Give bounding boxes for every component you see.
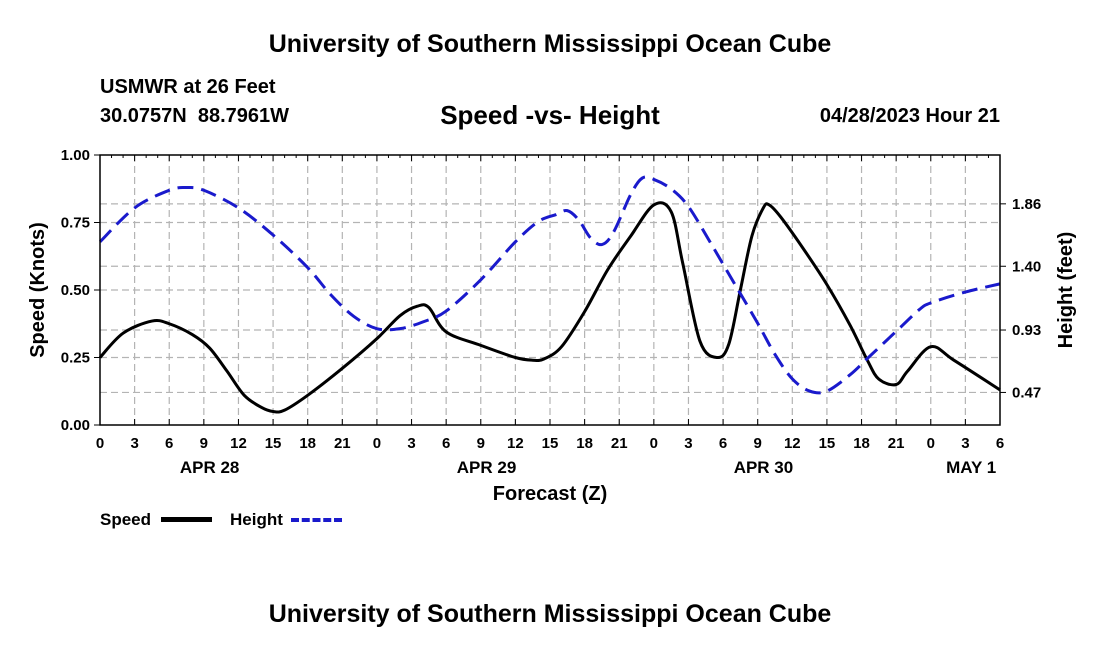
- x-tick-label: 6: [442, 435, 450, 452]
- x-tick-label: 21: [611, 435, 628, 452]
- axis-ticks: 0 3 6 9 12 15 18 21 0 3 6 9 12 15 18 21 0 3 6 9 12 15 18 21 0 3 6 0…: [61, 147, 1041, 477]
- x-tick-label: 0: [927, 435, 935, 452]
- x-tick-label: 0: [373, 435, 381, 452]
- x-tick-label: 3: [684, 435, 692, 452]
- x-tick-label: 6: [996, 435, 1004, 452]
- x-tick-label: 9: [477, 435, 485, 452]
- grid-lines: [100, 155, 1000, 425]
- y-axis-title: Speed (Knots): [27, 222, 49, 358]
- x-day-label: MAY 1: [946, 458, 996, 477]
- y-tick-label: 1.00: [61, 147, 90, 164]
- chart-main-title: University of Southern Mississippi Ocean…: [268, 30, 832, 58]
- x-tick-label: 9: [200, 435, 208, 452]
- x-tick-label: 0: [650, 435, 658, 452]
- x-day-label: APR 28: [180, 458, 240, 477]
- y-tick-label: 0.00: [61, 417, 90, 434]
- y2-tick-label: 1.40: [1012, 258, 1041, 275]
- series-line-height: [98, 175, 1001, 395]
- footer-title: University of Southern Mississippi Ocean…: [268, 600, 832, 628]
- x-tick-label: 18: [576, 435, 593, 452]
- x-tick-label: 9: [754, 435, 762, 452]
- x-tick-label: 18: [299, 435, 316, 452]
- x-day-label: APR 29: [457, 458, 517, 477]
- legend-height-swatch: [291, 518, 342, 522]
- chart-subtitle: Speed -vs- Height: [440, 100, 660, 130]
- x-tick-label: 3: [130, 435, 138, 452]
- station-name: USMWR at 26 Feet: [100, 76, 276, 98]
- y-tick-label: 0.75: [61, 215, 90, 232]
- y2-tick-label: 0.47: [1012, 384, 1041, 401]
- x-tick-label: 3: [961, 435, 969, 452]
- x-tick-label: 6: [719, 435, 727, 452]
- y2-tick-label: 1.86: [1012, 196, 1041, 213]
- series-lines: [98, 175, 1001, 414]
- x-tick-label: 21: [888, 435, 905, 452]
- x-axis-title: Forecast (Z): [493, 483, 607, 505]
- x-tick-label: 0: [96, 435, 104, 452]
- x-tick-label: 12: [507, 435, 524, 452]
- legend-height-label: Height: [230, 510, 283, 529]
- x-tick-label: 12: [230, 435, 247, 452]
- legend-speed-swatch: [161, 517, 212, 522]
- station-coordinates: 30.0757N 88.7961W: [100, 105, 290, 127]
- forecast-datetime: 04/28/2023 Hour 21: [819, 105, 1000, 127]
- x-day-label: APR 30: [734, 458, 794, 477]
- y-tick-label: 0.25: [61, 350, 90, 367]
- x-tick-label: 6: [165, 435, 173, 452]
- x-tick-label: 15: [265, 435, 282, 452]
- x-tick-label: 15: [819, 435, 836, 452]
- legend-speed-label: Speed: [100, 510, 152, 529]
- x-tick-label: 15: [542, 435, 559, 452]
- series-line-speed: [98, 201, 1001, 414]
- x-tick-label: 21: [334, 435, 351, 452]
- y2-tick-label: 0.93: [1012, 322, 1041, 339]
- x-tick-label: 12: [784, 435, 801, 452]
- x-tick-label: 3: [407, 435, 415, 452]
- y2-axis-title: Height (feet): [1055, 232, 1077, 349]
- x-tick-label: 18: [853, 435, 870, 452]
- y-tick-label: 0.50: [61, 282, 90, 299]
